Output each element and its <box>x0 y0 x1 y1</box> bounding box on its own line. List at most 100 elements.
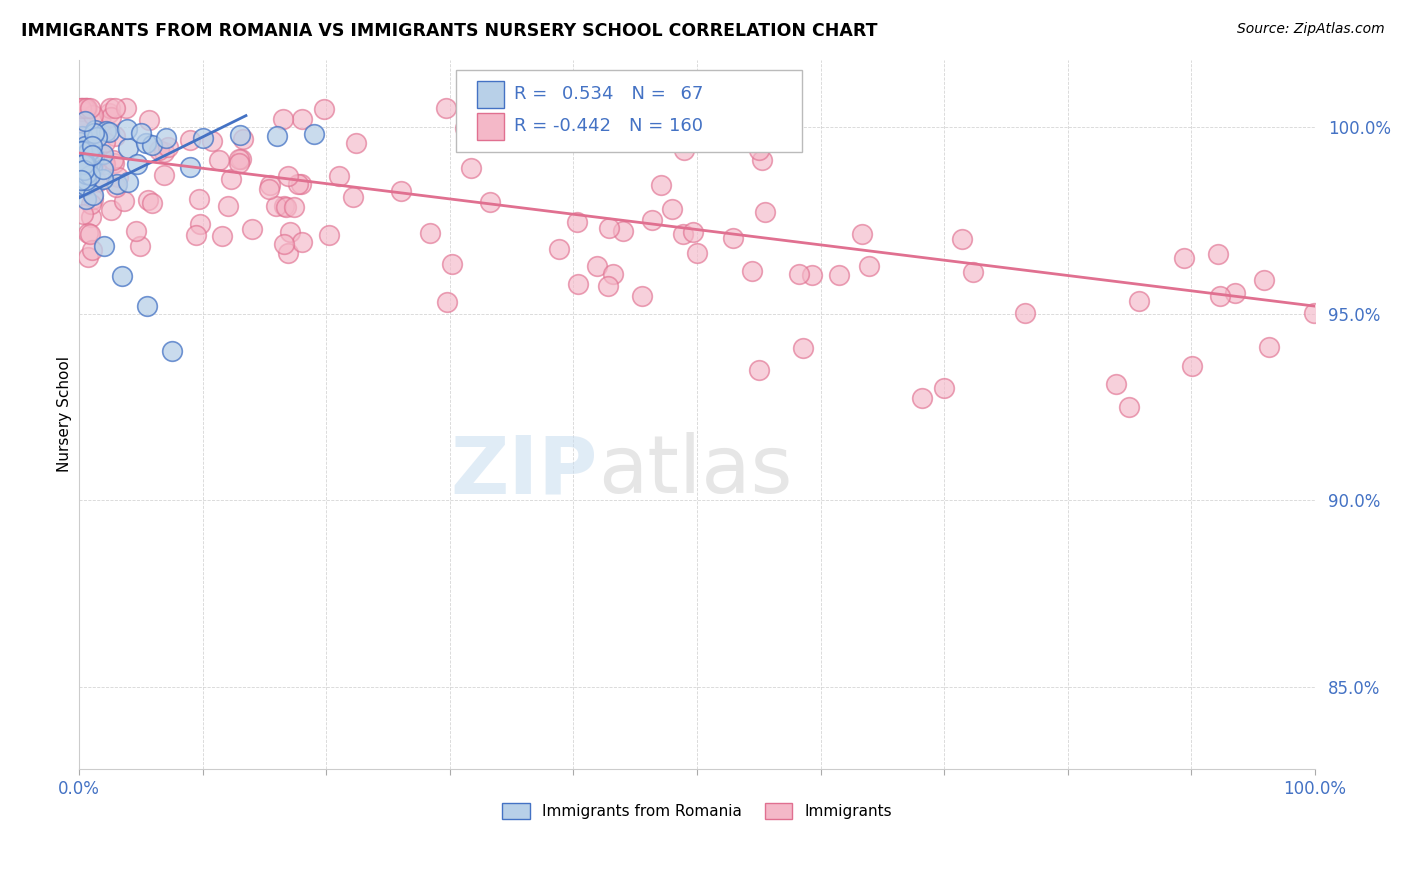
Y-axis label: Nursery School: Nursery School <box>58 357 72 473</box>
Point <box>70 169 93 184</box>
Point <box>100 110 122 124</box>
FancyBboxPatch shape <box>477 81 505 108</box>
Point <box>98 106 121 120</box>
Point <box>187 192 209 206</box>
Point <box>460 161 482 175</box>
Point <box>567 277 589 292</box>
Point <box>83 126 105 140</box>
Point <box>287 178 309 192</box>
Point <box>157 140 180 154</box>
Point <box>75 160 97 174</box>
Point <box>77 130 100 145</box>
Point <box>80 138 103 153</box>
Point <box>72 178 94 193</box>
Point <box>100 202 122 217</box>
Point <box>72 161 94 176</box>
Point <box>80 211 103 225</box>
Point <box>117 121 139 136</box>
Point <box>124 224 146 238</box>
Point <box>1173 251 1195 265</box>
Point <box>86 129 108 144</box>
Point <box>84 145 107 160</box>
Point <box>86 158 108 172</box>
Point <box>79 157 101 171</box>
Point <box>419 226 441 240</box>
Point <box>69 147 91 161</box>
Point <box>76 101 98 115</box>
Point <box>93 239 115 253</box>
Point <box>1209 289 1232 303</box>
Point <box>1014 306 1036 320</box>
Point <box>72 101 94 115</box>
Point <box>290 177 312 191</box>
Point <box>75 139 97 153</box>
Point <box>70 147 93 161</box>
Point <box>93 157 115 171</box>
Point <box>650 178 672 193</box>
Point <box>851 227 873 242</box>
Point <box>136 299 159 313</box>
Point <box>631 289 654 303</box>
Point <box>90 148 112 162</box>
Point <box>1258 339 1281 353</box>
Point <box>672 227 695 242</box>
Point <box>221 172 243 186</box>
Point <box>932 381 955 395</box>
Point <box>70 101 93 115</box>
Point <box>686 246 709 260</box>
Point <box>73 160 96 174</box>
Point <box>454 120 477 135</box>
Point <box>211 228 233 243</box>
Point <box>160 343 183 358</box>
Point <box>184 227 207 242</box>
Point <box>240 221 263 235</box>
Point <box>148 143 170 157</box>
Point <box>82 108 104 122</box>
Point <box>76 145 98 160</box>
Point <box>1206 247 1229 261</box>
Point <box>792 341 814 355</box>
Point <box>641 213 664 227</box>
Point <box>103 156 125 170</box>
Point <box>328 169 350 183</box>
Point <box>70 128 93 143</box>
Point <box>75 173 97 187</box>
Point <box>1253 273 1275 287</box>
Point <box>79 168 101 182</box>
Point <box>136 194 159 208</box>
Point <box>278 225 301 239</box>
Point <box>73 163 96 178</box>
Point <box>107 169 129 184</box>
Point <box>141 196 163 211</box>
Point <box>79 196 101 211</box>
Point <box>72 165 94 179</box>
Point <box>283 200 305 214</box>
Point <box>69 156 91 170</box>
Text: Source: ZipAtlas.com: Source: ZipAtlas.com <box>1237 22 1385 37</box>
Point <box>75 101 97 115</box>
Point <box>75 101 97 115</box>
Point <box>73 119 96 133</box>
Point <box>72 127 94 141</box>
Point <box>1303 306 1326 320</box>
Point <box>191 131 214 145</box>
Point <box>751 153 773 167</box>
Point <box>266 129 288 144</box>
Point <box>153 168 176 182</box>
Point <box>478 194 501 209</box>
Point <box>748 144 770 158</box>
Point <box>94 124 117 138</box>
Point <box>344 136 367 150</box>
Point <box>94 135 117 149</box>
Point <box>217 199 239 213</box>
Legend: Immigrants from Romania, Immigrants: Immigrants from Romania, Immigrants <box>496 797 898 825</box>
Point <box>801 268 824 282</box>
Point <box>79 227 101 241</box>
Point <box>70 132 93 146</box>
Point <box>83 150 105 164</box>
Point <box>264 198 287 212</box>
Point <box>76 160 98 174</box>
Point <box>1181 359 1204 374</box>
Point <box>748 362 770 376</box>
Point <box>179 133 201 147</box>
